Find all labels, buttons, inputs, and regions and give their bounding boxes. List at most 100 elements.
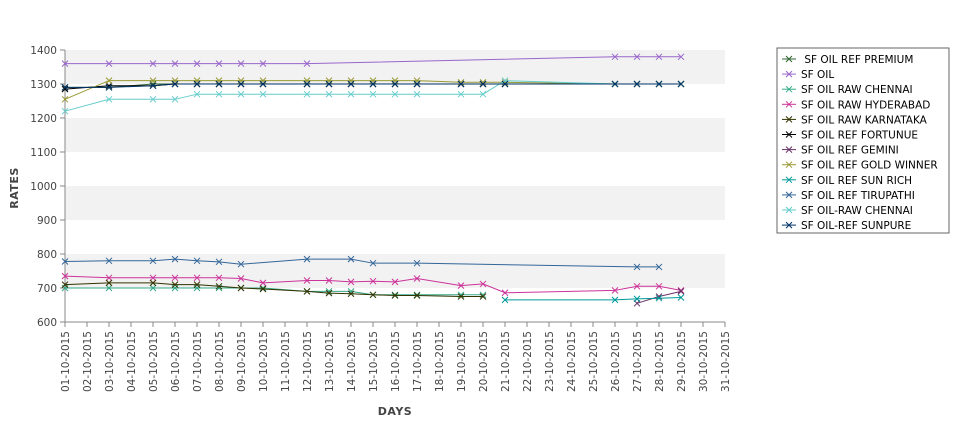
grid-band <box>65 186 725 220</box>
data-point-sf-oil-ref-tirupathi <box>303 255 311 263</box>
data-point-sf-oil-ref-sunpure <box>369 80 377 88</box>
legend: SF OIL REF PREMIUM SF OIL SF OIL RAW CHENN… <box>776 47 950 234</box>
legend-label: SF OIL REF TIRUPATHI <box>801 190 915 202</box>
grid-bands <box>65 50 725 288</box>
grid-band <box>65 254 725 288</box>
legend-label: SF OIL RAW KARNATAKA <box>801 114 928 126</box>
data-point-sf-oil-raw-hyderabad <box>105 274 113 282</box>
data-point-sf-oil-raw-hyderabad <box>193 274 201 282</box>
x-tick-label: 04-10-2015 <box>126 331 138 392</box>
data-point-sf-oil-raw-chennai <box>61 107 69 115</box>
data-point-sf-oil-ref-gold-winner <box>149 77 157 84</box>
data-point-sf-oil-ref-sunpure <box>391 80 399 88</box>
data-point-sf-oil-raw-chennai <box>413 90 421 98</box>
data-point-sf-oil <box>677 53 685 61</box>
data-point-sf-oil-raw-hyderabad <box>259 279 267 287</box>
data-point-sf-oil-raw-karnataka <box>215 282 223 290</box>
data-point-sf-oil-raw-hyderabad <box>325 277 333 284</box>
data-point-sf-oil-raw-karnataka <box>149 279 157 287</box>
data-point-sf-oil <box>171 60 179 67</box>
x-tick-label: 27-10-2015 <box>632 331 644 392</box>
x-axis-title: DAYS <box>378 405 412 418</box>
data-point-sf-oil-raw-chennai <box>347 90 355 98</box>
data-point-sf-oil <box>237 60 245 67</box>
data-point-sf-oil-ref-tirupathi <box>655 263 663 271</box>
data-point-sf-oil-ref-gemini <box>677 288 685 295</box>
data-point-sf-oil-ref-tirupathi <box>61 258 69 265</box>
y-axis: 600 700 800 900 1000 1100 1200 1300 1400 <box>30 45 66 329</box>
data-point-sf-oil-raw-hyderabad <box>347 278 355 286</box>
data-point-sf-oil-ref-sunpure <box>501 80 509 88</box>
legend-swatch-marker <box>785 116 793 123</box>
data-point-sf-oil-raw-hyderabad <box>237 275 245 282</box>
x-tick-label: 25-10-2015 <box>588 331 600 392</box>
x-tick-label: 17-10-2015 <box>412 331 424 392</box>
y-tick-label: 1000 <box>30 181 57 193</box>
data-point-sf-oil-ref-sunpure <box>149 82 157 90</box>
data-point-sf-oil-ref-sun-rich <box>633 295 641 303</box>
data-point-sf-oil-ref-tirupathi <box>633 263 641 271</box>
data-point-sf-oil-ref-sunpure <box>347 80 355 88</box>
data-point-sf-oil-raw-chennai <box>369 90 377 98</box>
legend-swatch-marker <box>785 85 793 93</box>
y-tick-label: 600 <box>37 317 57 329</box>
legend-label: SF OIL REF GEMINI <box>801 145 899 157</box>
data-point-sf-oil-ref-sun-rich <box>501 296 509 304</box>
data-point-sf-oil-raw-hyderabad <box>303 277 311 284</box>
x-tick-label: 01-10-2015 <box>60 331 72 392</box>
data-point-sf-oil-ref-sunpure <box>655 80 663 88</box>
legend-swatch-marker <box>785 191 793 199</box>
data-point-sf-oil-raw-hyderabad <box>369 277 377 285</box>
data-point-sf-oil <box>259 60 267 67</box>
x-tick-label: 02-10-2015 <box>82 331 94 392</box>
x-tick-label: 08-10-2015 <box>214 331 226 392</box>
legend-label: SF OIL REF FORTUNUE <box>801 130 918 142</box>
data-point-sf-oil-raw-hyderabad <box>677 287 685 294</box>
data-point-sf-oil-ref-sunpure <box>215 80 223 88</box>
data-point-sf-oil <box>105 60 113 67</box>
data-point-sf-oil-ref-tirupathi <box>369 259 377 267</box>
x-tick-label: 15-10-2015 <box>368 331 380 392</box>
grid-band <box>65 118 725 152</box>
legend-label: SF OIL RAW CHENNAI <box>801 84 913 96</box>
data-point-sf-oil-raw-hyderabad <box>391 278 399 286</box>
data-point-sf-oil-raw-chennai <box>215 90 223 98</box>
data-point-sf-oil-ref-tirupathi <box>193 257 201 265</box>
legend-swatch-marker <box>785 100 793 108</box>
data-point-sf-oil-raw-chennai <box>259 90 267 98</box>
data-point-sf-oil-ref-gold-winner <box>61 95 69 103</box>
legend-label: SF OIL-RAW CHENNAI <box>801 205 913 217</box>
data-point-sf-oil-ref-sunpure <box>237 80 245 88</box>
legend-label: SF OIL <box>801 69 834 81</box>
data-point-sf-oil-raw-chennai <box>105 95 113 103</box>
data-point-sf-oil-raw-karnataka <box>193 281 201 288</box>
series-line-sf-oil-ref-fortunue <box>64 83 681 90</box>
data-point-sf-oil-raw-hyderabad <box>61 272 69 280</box>
data-point-sf-oil-raw-chennai <box>391 90 399 98</box>
series-lines <box>61 53 685 307</box>
x-tick-label: 12-10-2015 <box>302 331 314 392</box>
data-point-sf-oil-ref-sunpure <box>303 80 311 88</box>
data-point-sf-oil-ref-sunpure <box>677 80 685 88</box>
data-point-sf-oil-raw-chennai <box>325 90 333 98</box>
data-point-sf-oil-ref-sun-rich <box>611 296 619 304</box>
data-point-sf-oil-ref-sunpure <box>457 80 465 88</box>
legend-swatch-marker <box>785 206 793 214</box>
data-point-sf-oil <box>655 53 663 61</box>
data-point-sf-oil <box>611 53 619 61</box>
data-point-sf-oil-ref-sunpure <box>171 80 179 88</box>
legend-swatch-marker <box>785 161 793 169</box>
data-point-sf-oil-raw-hyderabad <box>413 275 421 282</box>
legend-box <box>776 47 950 234</box>
y-tick-label: 700 <box>37 283 57 295</box>
data-point-sf-oil-raw-hyderabad <box>457 282 465 289</box>
y-tick-label: 900 <box>37 215 57 227</box>
data-point-sf-oil-raw-karnataka <box>105 279 113 287</box>
series-line-sf-oil-ref-sun-rich <box>505 297 682 301</box>
legend-swatch-marker <box>785 70 793 78</box>
y-tick-label: 1400 <box>30 45 57 57</box>
data-point-sf-oil-ref-sunpure <box>479 80 487 88</box>
legend-swatch-marker <box>785 55 793 63</box>
data-point-sf-oil-ref-sunpure <box>193 80 201 88</box>
